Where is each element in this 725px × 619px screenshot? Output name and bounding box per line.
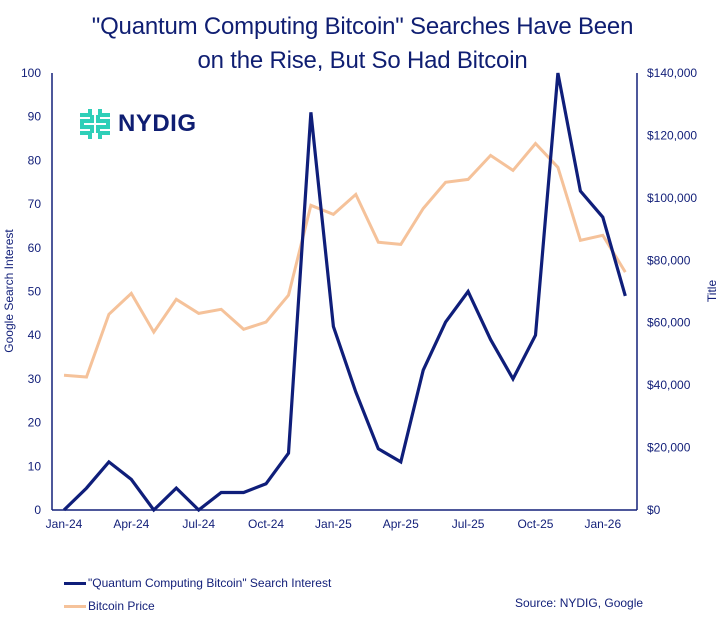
left-tick-label: 40 [28,328,42,342]
series-line-bitcoin-price [63,141,627,379]
x-tick-label: Jul-24 [182,517,215,531]
chart-title: "Quantum Computing Bitcoin" Searches Hav… [0,10,725,78]
left-tick-label: 50 [28,285,42,299]
x-tick-label: Jan-26 [584,517,621,531]
legend-swatch-search [64,581,86,585]
legend-item-price: Bitcoin Price [64,596,331,616]
x-tick-label: Oct-25 [517,517,553,531]
legend: "Quantum Computing Bitcoin" Search Inter… [64,573,331,619]
x-tick-label: Jan-25 [315,517,352,531]
legend-item-search: "Quantum Computing Bitcoin" Search Inter… [64,573,331,593]
right-tick-label: $140,000 [647,66,697,80]
nydig-logo-text: NYDIG [118,110,197,137]
left-axis-ticks: 0 10 20 30 40 50 60 70 80 90 100 [21,66,41,517]
right-tick-label: $40,000 [647,378,691,392]
x-tick-label: Oct-24 [248,517,284,531]
right-axis-title: Title [705,280,719,303]
x-tick-label: Jan-24 [46,517,83,531]
right-tick-label: $120,000 [647,128,697,142]
nydig-logo: NYDIG [78,107,197,141]
left-tick-label: 0 [34,503,41,517]
x-tick-label: Apr-25 [383,517,419,531]
legend-label-price: Bitcoin Price [88,599,155,613]
left-tick-label: 60 [28,241,42,255]
x-axis-ticks: Jan-24 Apr-24 Jul-24 Oct-24 Jan-25 Apr-25 Jul-… [46,517,622,531]
right-tick-label: $20,000 [647,441,691,455]
right-tick-label: $0 [647,503,661,517]
legend-label-search: "Quantum Computing Bitcoin" Search Inter… [88,576,332,590]
right-tick-label: $80,000 [647,253,691,267]
chart-title-line-1: "Quantum Computing Bitcoin" Searches Hav… [91,13,634,40]
left-tick-label: 100 [21,66,41,80]
legend-swatch-price [64,604,86,608]
left-axis-title: Google Search Interest [2,229,16,353]
series-layer [62,72,627,513]
x-tick-label: Apr-24 [113,517,149,531]
source-note: Source: NYDIG, Google [515,596,644,610]
series-line-search-interest [62,72,627,513]
nydig-logo-icon [80,109,110,139]
left-tick-label: 80 [28,153,42,167]
left-tick-label: 10 [28,459,42,473]
right-axis-ticks: $0 $20,000 $40,000 $60,000 $80,000 $100,000 $1… [647,66,697,517]
right-tick-label: $60,000 [647,316,691,330]
left-tick-label: 90 [28,110,42,124]
chart-title-line-2: on the Rise, But So Had Bitcoin [197,47,528,74]
x-tick-label: Jul-25 [452,517,485,531]
left-tick-label: 20 [28,416,42,430]
right-tick-label: $100,000 [647,191,697,205]
left-tick-label: 70 [28,197,42,211]
left-tick-label: 30 [28,372,42,386]
